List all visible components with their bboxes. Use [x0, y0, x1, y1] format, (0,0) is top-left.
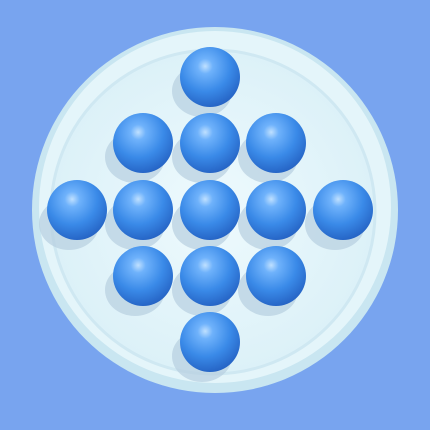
ball[interactable]: [180, 47, 240, 107]
pieces: [39, 47, 373, 382]
ball[interactable]: [113, 246, 173, 306]
ball[interactable]: [180, 113, 240, 173]
ball[interactable]: [313, 180, 373, 240]
ball[interactable]: [246, 246, 306, 306]
ball[interactable]: [246, 113, 306, 173]
ball[interactable]: [47, 180, 107, 240]
ball[interactable]: [113, 180, 173, 240]
ball[interactable]: [246, 180, 306, 240]
ball[interactable]: [180, 246, 240, 306]
ball[interactable]: [180, 312, 240, 372]
ball[interactable]: [180, 180, 240, 240]
ball[interactable]: [113, 113, 173, 173]
